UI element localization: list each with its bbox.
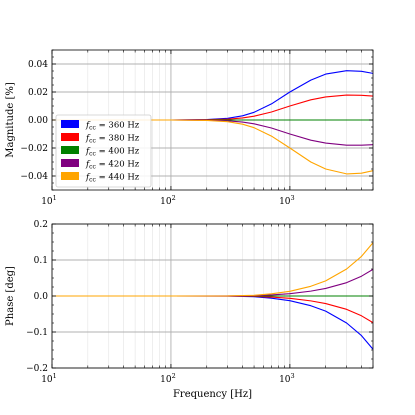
- series-line-5: [52, 119, 373, 175]
- x-tick-exponent: 3: [291, 194, 295, 202]
- legend-label-sub: cc: [89, 151, 96, 158]
- legend-label-value: = 380 Hz: [96, 134, 140, 144]
- y-tick-label: −0.04: [20, 172, 48, 182]
- legend-label-value: = 400 Hz: [96, 147, 140, 157]
- y-tick-label: −0.1: [26, 328, 48, 338]
- legend-label-sub: cc: [89, 138, 96, 145]
- y-axis-title: Magnitude [%]: [5, 82, 16, 158]
- legend-swatch: [61, 146, 79, 154]
- x-tick-label: 103: [279, 194, 295, 207]
- series-line-5: [52, 242, 373, 297]
- y-tick-label: 0.04: [28, 60, 48, 70]
- x-tick-exponent: 3: [291, 372, 295, 380]
- y-tick-label: −0.2: [26, 364, 48, 374]
- legend-box: [55, 114, 152, 188]
- y-tick-label: 0.00: [28, 116, 48, 126]
- magnitude-panel: 101 102 103 0.04 0.02 0.00 −0.02 −0.04 Magnitude…: [5, 49, 374, 207]
- legend-label-sub: cc: [89, 125, 96, 132]
- x-tick-label: 101: [41, 194, 57, 207]
- series-line-4: [52, 268, 373, 297]
- x-axis-title: Frequency [Hz]: [173, 389, 252, 400]
- legend-swatch: [61, 159, 79, 167]
- x-tick-label: 103: [279, 372, 295, 385]
- legend-label-sub: cc: [89, 164, 96, 171]
- legend-label-value: = 420 Hz: [96, 160, 140, 170]
- y-tick-label: 0.0: [34, 292, 49, 302]
- x-tick-label: 102: [160, 194, 176, 207]
- y-tick-label: −0.02: [20, 144, 48, 154]
- legend-label: fcc = 380 Hz: [85, 134, 140, 145]
- series-lines: [52, 242, 373, 350]
- legend-label: fcc = 360 Hz: [85, 121, 140, 132]
- legend-label: fcc = 440 Hz: [85, 173, 140, 184]
- legend-label-var: f: [85, 121, 91, 131]
- series-line-1: [52, 295, 373, 350]
- series-line-1: [52, 70, 373, 121]
- x-tick-label: 102: [160, 372, 176, 385]
- legend-label-value: = 440 Hz: [96, 173, 140, 183]
- series-line-2: [52, 295, 373, 324]
- legend-label-value: = 360 Hz: [96, 121, 140, 131]
- y-axis-title: Phase [deg]: [5, 266, 16, 326]
- x-tick-exponent: 2: [172, 194, 176, 202]
- x-tick-exponent: 2: [172, 372, 176, 380]
- legend-swatch: [61, 133, 79, 141]
- y-tick-label: 0.2: [34, 220, 48, 230]
- legend-label: fcc = 420 Hz: [85, 160, 140, 171]
- y-tick-label: 0.02: [28, 88, 48, 98]
- legend-swatch: [61, 172, 79, 180]
- tick-labels: 101 102 103 0.04 0.02 0.00 −0.02 −0.04: [20, 50, 373, 207]
- legend-label-sub: cc: [89, 177, 96, 184]
- legend-swatch: [61, 120, 79, 128]
- legend-label-var: f: [85, 160, 91, 170]
- x-tick-exponent: 1: [53, 194, 57, 202]
- x-tick-exponent: 1: [53, 372, 57, 380]
- legend-label-var: f: [85, 147, 91, 157]
- y-tick-label: 0.1: [34, 256, 48, 266]
- legend-label-var: f: [85, 134, 91, 144]
- legend-label: fcc = 400 Hz: [85, 147, 140, 158]
- legend-label-var: f: [85, 173, 91, 183]
